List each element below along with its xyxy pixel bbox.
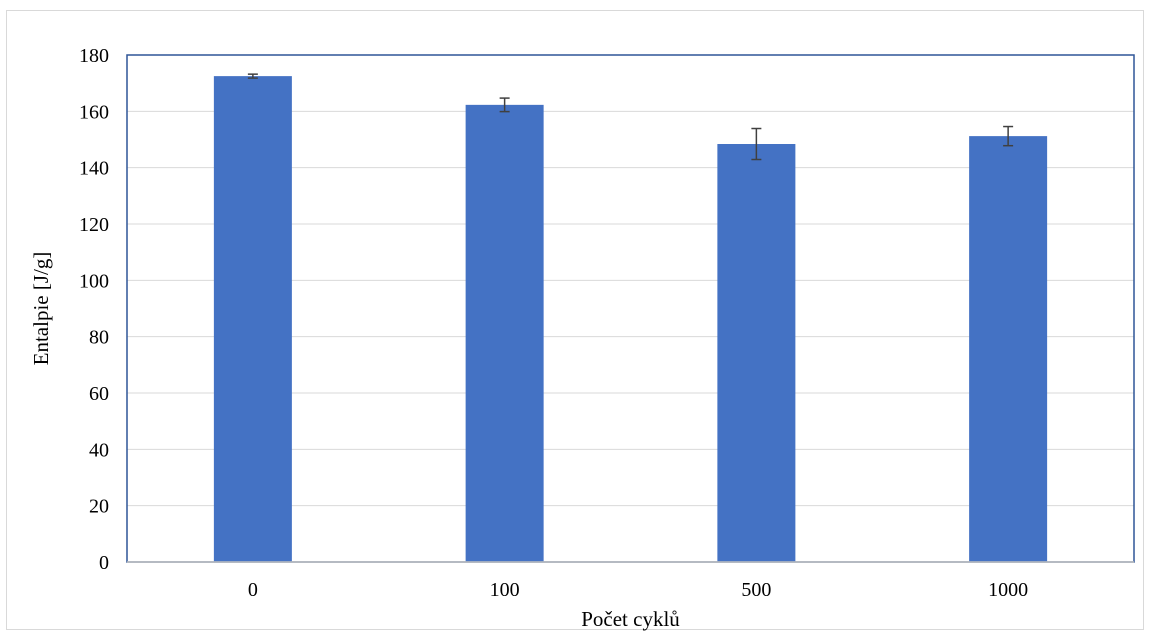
y-tick-label: 0: [99, 552, 109, 574]
y-axis-title: Entalpie [J/g]: [29, 252, 53, 366]
y-tick-label: 100: [79, 270, 109, 292]
x-tick-label: 1000: [988, 579, 1028, 601]
y-tick-label: 80: [89, 327, 109, 349]
y-tick-label: 180: [79, 45, 109, 67]
error-bars: [247, 73, 1014, 161]
bar-500: [717, 144, 796, 563]
y-tick-label: 40: [89, 439, 109, 461]
bar-1000: [969, 136, 1048, 562]
x-tick-label: 100: [490, 579, 520, 601]
error-bar-0: [247, 73, 258, 79]
bars: [213, 76, 1048, 563]
error-bar-1000: [1003, 125, 1014, 147]
x-tick-label: 0: [248, 579, 258, 601]
x-axis-title: Počet cyklů: [581, 607, 680, 631]
y-tick-label: 160: [79, 101, 109, 123]
y-tick-label: 120: [79, 214, 109, 236]
error-bar-500: [751, 127, 762, 161]
error-bar-100: [499, 97, 510, 113]
y-tick-label: 60: [89, 383, 109, 405]
x-tick-labels: 0 100 500 1000: [248, 579, 1028, 601]
bar-100: [465, 104, 544, 562]
y-tick-label: 20: [89, 496, 109, 518]
x-tick-label: 500: [741, 579, 771, 601]
chart-frame: [6, 10, 1144, 630]
bar-0: [213, 76, 292, 562]
y-tick-label: 140: [79, 158, 109, 180]
y-tick-labels: 0 20 40 60 80 100 120 140 160 180: [79, 45, 109, 574]
